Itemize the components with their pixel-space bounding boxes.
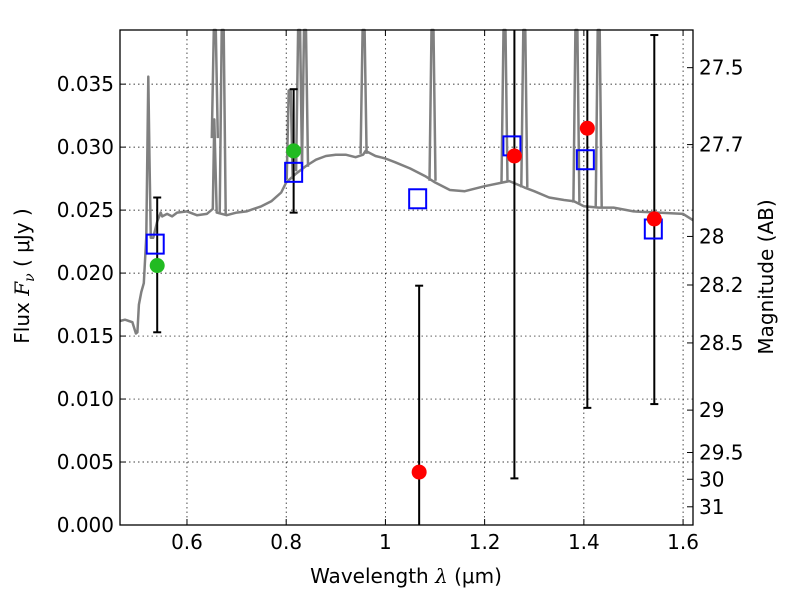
x-tick-label: 1 xyxy=(379,530,392,554)
emission-line-spike xyxy=(285,89,294,180)
right-tick-label: 28.5 xyxy=(699,331,744,355)
y-tick-label: 0.025 xyxy=(57,198,114,222)
x-tick-label: 0.6 xyxy=(171,530,203,554)
non-detection-point xyxy=(579,120,595,136)
y-tick-label: 0.020 xyxy=(57,261,114,285)
model-photometry-square xyxy=(408,188,428,210)
model-photometry-square xyxy=(284,161,304,183)
right-tick-label: 31 xyxy=(699,495,724,519)
x-tick-label: 0.8 xyxy=(270,530,302,554)
y-tick-label: 0.030 xyxy=(57,135,114,159)
right-tick-label: 29 xyxy=(699,398,724,422)
error-bars xyxy=(153,30,659,525)
y-axis-title: Flux Fν ( μJy ) xyxy=(10,208,38,343)
right-axis-title: Magnitude (AB) xyxy=(754,199,778,354)
x-tick-label: 1.6 xyxy=(667,530,699,554)
non-detection-point xyxy=(506,148,522,164)
model-photometry-square xyxy=(575,149,595,171)
y-tick-label: 0.035 xyxy=(57,72,114,96)
y-tick-label: 0.010 xyxy=(57,387,114,411)
x-tick-label: 1.2 xyxy=(469,530,501,554)
non-detection-point xyxy=(646,211,662,227)
non-detection-point xyxy=(411,464,427,480)
observed-photometry-markers xyxy=(149,120,662,480)
plot-frame xyxy=(119,29,694,526)
detection-point xyxy=(149,258,165,274)
right-tick-label: 30 xyxy=(699,467,724,491)
axis-ticks: 0.6 0.8 1 1.2 1.4 1.6 0.000 0.005 0.010 0.015 0.02… xyxy=(57,30,744,554)
right-tick-label: 29.5 xyxy=(699,441,744,465)
right-tick-label: 27.5 xyxy=(699,56,744,80)
y-tick-label: 0.015 xyxy=(57,324,114,348)
right-tick-label: 28.2 xyxy=(699,273,744,297)
y-tick-label: 0.000 xyxy=(57,513,114,537)
right-tick-label: 28 xyxy=(699,224,724,248)
y-tick-label: 0.005 xyxy=(57,450,114,474)
detection-point xyxy=(286,143,302,159)
x-tick-label: 1.4 xyxy=(568,530,600,554)
model-photometry-square xyxy=(145,233,165,255)
right-tick-label: 27.7 xyxy=(699,133,744,157)
x-axis-title: Wavelength λ (μm) xyxy=(310,564,502,588)
